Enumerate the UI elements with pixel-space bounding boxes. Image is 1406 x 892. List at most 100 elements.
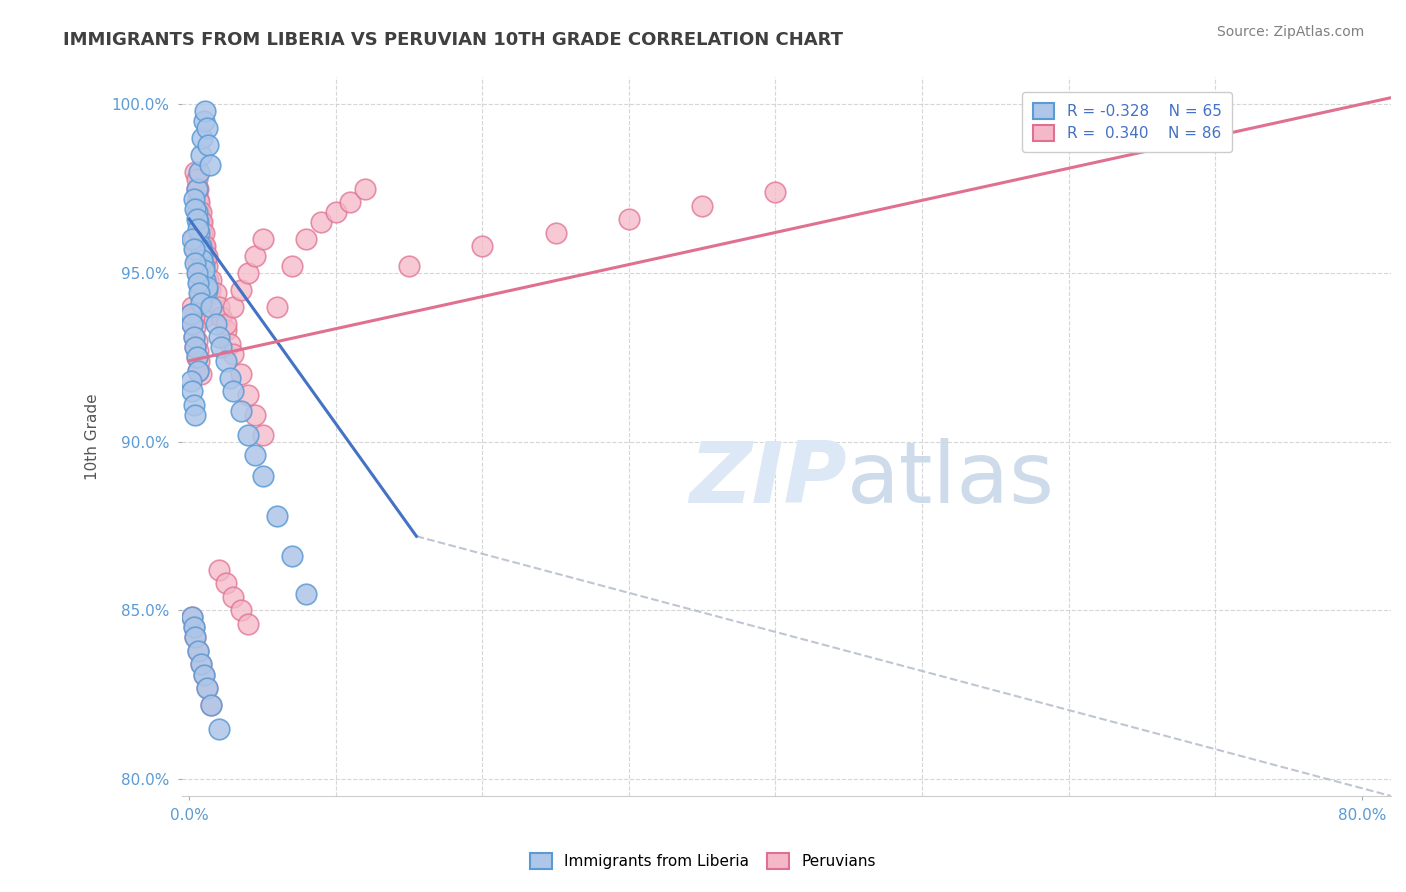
Point <box>215 317 238 331</box>
Point <box>354 182 377 196</box>
Point <box>190 657 212 672</box>
Point <box>186 182 208 196</box>
Point <box>295 586 318 600</box>
Point <box>204 317 226 331</box>
Point <box>236 428 259 442</box>
Point <box>309 215 332 229</box>
Point <box>195 279 218 293</box>
Point <box>193 239 215 253</box>
Point <box>200 300 222 314</box>
Legend: Immigrants from Liberia, Peruvians: Immigrants from Liberia, Peruvians <box>524 847 882 875</box>
Point <box>181 610 204 624</box>
Point <box>180 374 202 388</box>
Point <box>190 148 212 162</box>
Point <box>339 195 361 210</box>
Point <box>187 343 209 358</box>
Point <box>191 131 214 145</box>
Point <box>295 232 318 246</box>
Point <box>184 256 207 270</box>
Point <box>194 249 217 263</box>
Point <box>191 296 214 310</box>
Point <box>190 205 212 219</box>
Text: ZIP: ZIP <box>689 438 846 521</box>
Point <box>215 576 238 591</box>
Point <box>187 644 209 658</box>
Point <box>194 239 217 253</box>
Point <box>187 364 209 378</box>
Point <box>544 226 567 240</box>
Point <box>181 610 204 624</box>
Point <box>195 121 218 136</box>
Point <box>186 212 208 227</box>
Point <box>183 310 205 324</box>
Point <box>187 215 209 229</box>
Point <box>190 286 212 301</box>
Text: Source: ZipAtlas.com: Source: ZipAtlas.com <box>1216 25 1364 39</box>
Point <box>184 243 207 257</box>
Point <box>184 631 207 645</box>
Point <box>471 239 494 253</box>
Point <box>193 667 215 681</box>
Point <box>229 404 252 418</box>
Point <box>186 182 208 196</box>
Point <box>184 202 207 216</box>
Point <box>195 260 218 274</box>
Point <box>204 286 226 301</box>
Point <box>186 266 208 280</box>
Point <box>222 384 245 399</box>
Point <box>236 387 259 401</box>
Point <box>197 273 219 287</box>
Point <box>190 215 212 229</box>
Point <box>181 317 204 331</box>
Point <box>195 249 218 263</box>
Point <box>207 330 229 344</box>
Point <box>181 384 204 399</box>
Point <box>200 698 222 712</box>
Point <box>188 205 211 219</box>
Point <box>187 364 209 378</box>
Point <box>266 300 288 314</box>
Point <box>325 205 347 219</box>
Y-axis label: 10th Grade: 10th Grade <box>86 393 100 480</box>
Point <box>198 283 221 297</box>
Point <box>183 232 205 246</box>
Point <box>215 353 238 368</box>
Point <box>193 310 215 324</box>
Point <box>193 226 215 240</box>
Point <box>229 368 252 382</box>
Point <box>281 549 304 564</box>
Point <box>191 249 214 263</box>
Point <box>245 408 267 422</box>
Point <box>398 260 420 274</box>
Point <box>190 243 212 257</box>
Point <box>236 616 259 631</box>
Point <box>183 330 205 344</box>
Point <box>183 620 205 634</box>
Point <box>186 205 208 219</box>
Point <box>184 340 207 354</box>
Point <box>190 296 212 310</box>
Point <box>229 603 252 617</box>
Point <box>190 368 212 382</box>
Point <box>186 351 208 365</box>
Point <box>183 398 205 412</box>
Point <box>245 249 267 263</box>
Point <box>187 222 209 236</box>
Point <box>236 266 259 280</box>
Point <box>219 337 242 351</box>
Point <box>195 681 218 695</box>
Point <box>207 722 229 736</box>
Point <box>183 330 205 344</box>
Point <box>190 239 212 253</box>
Point <box>200 273 222 287</box>
Point <box>245 448 267 462</box>
Point <box>222 347 245 361</box>
Point <box>184 408 207 422</box>
Point <box>183 620 205 634</box>
Point <box>207 563 229 577</box>
Point <box>186 252 208 267</box>
Point <box>181 300 204 314</box>
Point <box>187 182 209 196</box>
Point <box>181 232 204 246</box>
Point <box>215 323 238 337</box>
